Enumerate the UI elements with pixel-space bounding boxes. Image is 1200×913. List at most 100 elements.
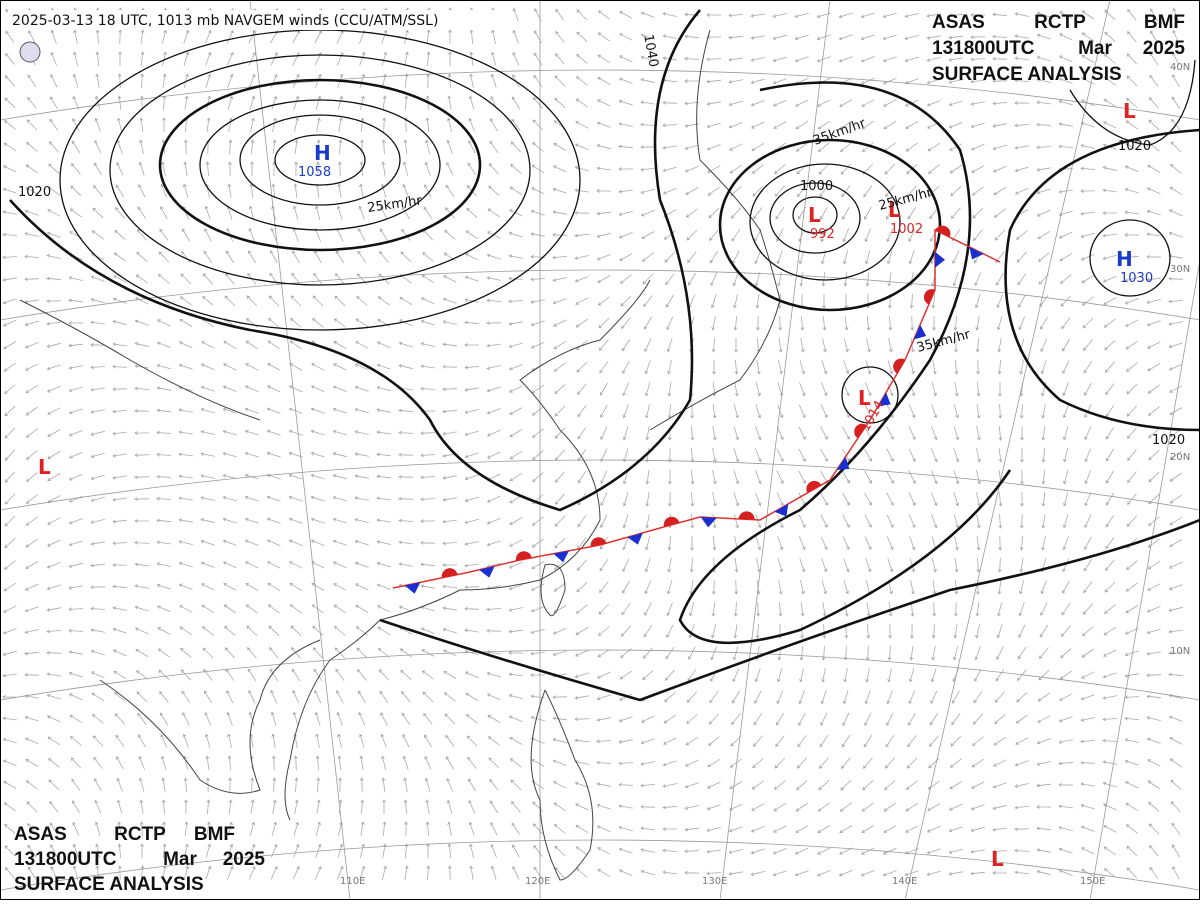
isobar bbox=[1004, 128, 1200, 432]
isobar bbox=[769, 182, 861, 254]
pressure-value: 992 bbox=[810, 227, 835, 242]
warm-semicircle bbox=[935, 225, 951, 238]
cold-triangle bbox=[836, 456, 850, 471]
isobar-label: 1020 bbox=[18, 185, 51, 200]
title-word: Mar bbox=[1078, 38, 1112, 59]
low-symbol: L bbox=[38, 455, 51, 479]
title-word: RCTP bbox=[114, 824, 166, 845]
high-symbol: H bbox=[314, 141, 331, 165]
isobar-label: 1020 bbox=[1152, 433, 1185, 448]
longitude-label: 110E bbox=[340, 876, 365, 887]
isobar bbox=[718, 138, 942, 312]
isobar bbox=[678, 81, 1012, 645]
pressure-value: 1058 bbox=[298, 165, 331, 180]
parallel bbox=[0, 649, 1200, 701]
meridian bbox=[904, 0, 1111, 901]
warm-semicircle bbox=[738, 511, 755, 520]
isobar bbox=[274, 134, 366, 186]
title-word: BMF bbox=[194, 824, 235, 845]
latitude-label: 40N bbox=[1170, 62, 1190, 73]
isobar-label: 1020 bbox=[1118, 139, 1151, 154]
header: 2025-03-13 18 UTC, 1013 mb NAVGEM winds … bbox=[12, 13, 438, 29]
isobar bbox=[199, 99, 441, 231]
isobar bbox=[158, 78, 482, 252]
isobar bbox=[379, 518, 1200, 702]
longitude-label: 150E bbox=[1080, 876, 1105, 887]
pressure-value: 1030 bbox=[1120, 271, 1153, 286]
isobar bbox=[749, 163, 901, 281]
title-word: BMF bbox=[1144, 12, 1185, 33]
cold-triangle bbox=[553, 550, 570, 563]
isobar bbox=[841, 366, 899, 424]
title-word: 2025 bbox=[1143, 38, 1186, 59]
title-word: ASAS bbox=[14, 824, 67, 845]
low-symbol: L bbox=[858, 386, 871, 410]
latitude-label: 20N bbox=[1170, 452, 1190, 463]
title-word: Mar bbox=[163, 849, 197, 870]
isobar-label: 1000 bbox=[800, 179, 833, 194]
low-symbol: L bbox=[888, 198, 901, 222]
title-word: ASAS bbox=[932, 12, 985, 33]
isobar bbox=[792, 196, 838, 234]
title-word: RCTP bbox=[1034, 12, 1086, 33]
longitude-label: 140E bbox=[892, 876, 917, 887]
warm-semicircle bbox=[441, 568, 458, 578]
coastlines bbox=[19, 29, 781, 881]
coastline bbox=[519, 279, 651, 431]
meridian bbox=[719, 0, 831, 901]
taiwan bbox=[540, 563, 566, 617]
low-symbol: L bbox=[1123, 99, 1136, 123]
cold-triangle bbox=[479, 566, 495, 578]
header-box bbox=[8, 10, 498, 30]
cold-triangle bbox=[969, 246, 984, 260]
isobar bbox=[9, 9, 701, 512]
warm-semicircle bbox=[515, 551, 532, 561]
graticule-labels: 40N 30N 20N 10N 110E 120E 130E 140E 150E bbox=[340, 62, 1190, 887]
title-line: SURFACE ANALYSIS bbox=[932, 64, 1122, 85]
longitude-label: 120E bbox=[525, 876, 550, 887]
coastline bbox=[530, 689, 594, 881]
logo bbox=[19, 41, 41, 63]
isobar bbox=[1089, 219, 1171, 297]
front-symbols bbox=[404, 225, 984, 594]
meridian bbox=[249, 0, 351, 901]
title-word: 131800UTC bbox=[932, 38, 1035, 59]
isobar bbox=[1069, 59, 1196, 146]
cold-triangle bbox=[700, 517, 717, 528]
latitude-label: 10N bbox=[1170, 646, 1190, 657]
warm-semicircle bbox=[854, 423, 867, 439]
parallel bbox=[0, 839, 1200, 891]
isobars bbox=[9, 9, 1200, 702]
title-word: 131800UTC bbox=[14, 849, 117, 870]
warm-semicircle bbox=[663, 516, 680, 527]
warm-semicircle bbox=[806, 480, 822, 493]
warm-semicircle bbox=[590, 537, 607, 547]
title-word: 2025 bbox=[223, 849, 266, 870]
cold-triangle bbox=[878, 392, 891, 407]
cold-triangle bbox=[404, 582, 421, 594]
parallel bbox=[0, 269, 1200, 321]
title-line: SURFACE ANALYSIS bbox=[14, 874, 204, 895]
isobar-labels: 1040 1020 1000 1020 1020 bbox=[18, 33, 1185, 448]
pressure-value: 1002 bbox=[890, 222, 923, 237]
coastline bbox=[19, 299, 261, 421]
title-top: ASAS RCTP BMF 131800UTC Mar 2025 SURFACE… bbox=[932, 12, 1185, 85]
coastline bbox=[649, 29, 781, 431]
high-symbol: H bbox=[1116, 247, 1133, 271]
low-symbol: L bbox=[991, 847, 1004, 871]
title-bottom: ASAS RCTP BMF 131800UTC Mar 2025 SURFACE… bbox=[14, 824, 265, 895]
latitude-label: 30N bbox=[1170, 264, 1190, 275]
low-symbol: L bbox=[808, 203, 821, 227]
warm-semicircle bbox=[893, 358, 906, 374]
cold-triangle bbox=[935, 251, 945, 268]
cold-triangle bbox=[774, 503, 789, 517]
warm-semicircle bbox=[923, 289, 936, 305]
cold-triangle bbox=[913, 324, 927, 340]
cold-triangle bbox=[627, 532, 643, 545]
coastline bbox=[99, 639, 321, 794]
meridian bbox=[1089, 259, 1200, 901]
isobar bbox=[239, 114, 401, 206]
